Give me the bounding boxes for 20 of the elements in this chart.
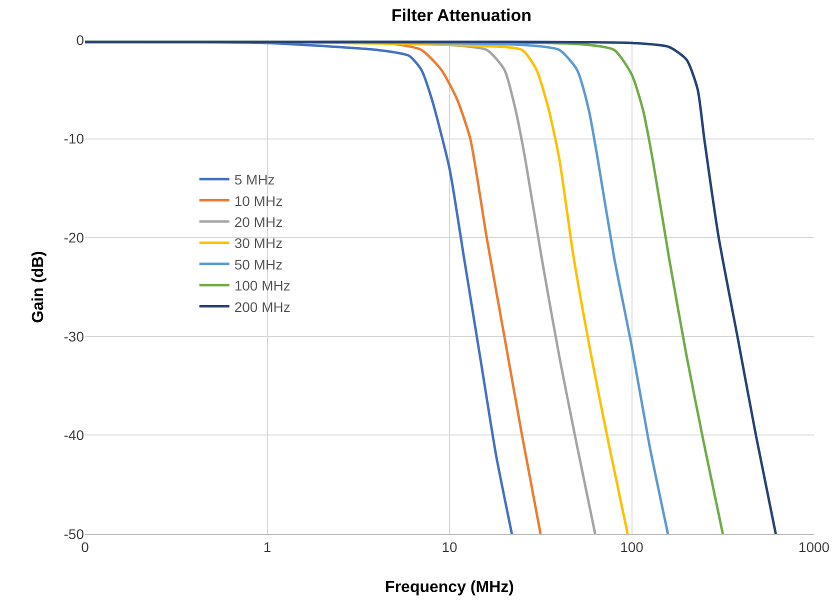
- y-tick-label: -20: [64, 230, 84, 246]
- x-tick-label: 1: [263, 538, 272, 555]
- y-tick-label: -40: [64, 427, 84, 444]
- x-tick-label: 10: [442, 538, 458, 555]
- x-axis-title: Frequency (MHz): [385, 579, 514, 596]
- legend-label: 5 MHz: [234, 172, 275, 188]
- legend-label: 30 MHz: [234, 235, 283, 252]
- x-tick-label: 1000: [798, 538, 830, 555]
- legend-label: 100 MHz: [234, 278, 290, 294]
- chart-title: Filter Attenuation: [391, 6, 532, 25]
- y-tick-label: -30: [64, 328, 84, 344]
- y-tick-label: 0: [76, 32, 84, 48]
- y-tick-label: -50: [64, 526, 84, 542]
- y-axis-title: Gain (dB): [30, 251, 47, 323]
- legend-label: 10 MHz: [234, 192, 283, 209]
- legend-label: 20 MHz: [234, 214, 283, 230]
- x-tick-label: 100: [620, 538, 644, 555]
- legend-label: 50 MHz: [234, 256, 283, 272]
- legend-label: 200 MHz: [234, 298, 290, 315]
- y-tick-label: -10: [64, 130, 84, 147]
